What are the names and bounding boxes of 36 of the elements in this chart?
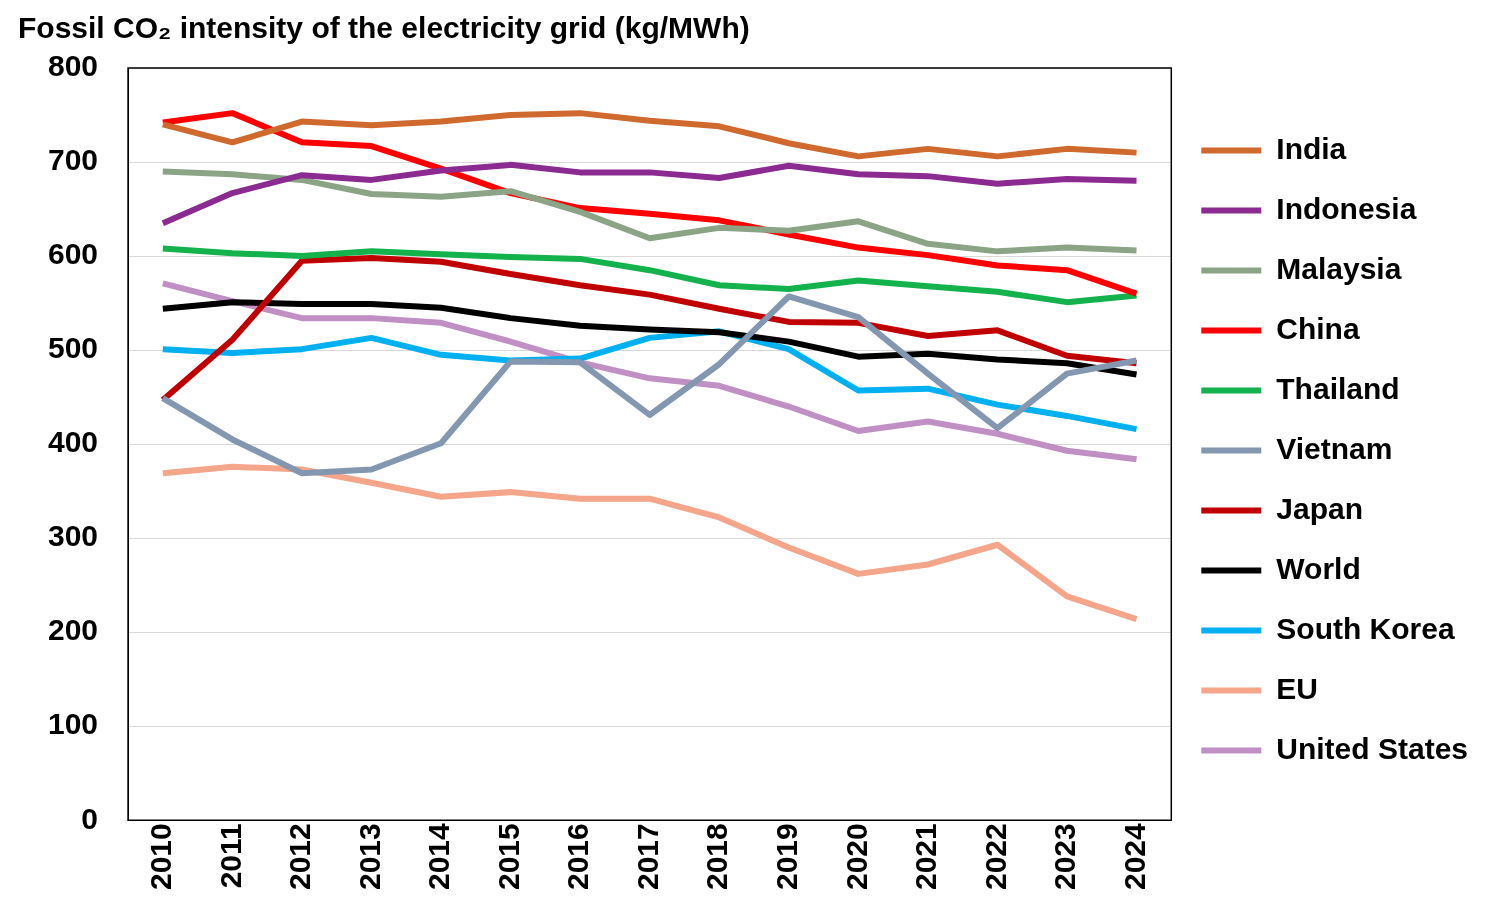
x-tick-label: 2015 [491,823,525,891]
x-tick-label: 2014 [422,822,456,891]
x-tick-label: 2021 [909,823,943,891]
legend-label: Japan [1276,491,1364,525]
x-tick-label: 2023 [1048,823,1082,891]
x-tick-label: 2024 [1117,822,1151,891]
legend-label: Indonesia [1276,191,1417,225]
legend-label: South Korea [1276,611,1455,645]
x-tick-label: 2019 [770,823,804,891]
y-tick-label: 100 [47,707,99,741]
legend-label: EU [1276,671,1318,705]
x-tick-label: 2020 [839,823,873,891]
y-tick-label: 600 [47,237,99,271]
x-tick-label: 2012 [283,823,317,891]
legend-label: Malaysia [1276,251,1402,285]
chart-title: Fossil CO₂ intensity of the electricity grid (kg/MWh) [18,11,750,45]
legend-label: India [1276,131,1347,165]
legend-label: World [1276,551,1361,585]
x-tick-label: 2010 [144,823,178,891]
x-tick-label: 2013 [352,823,386,891]
y-tick-label: 0 [81,801,99,835]
legend-label: China [1276,311,1360,345]
y-tick-label: 400 [47,425,99,459]
legend-label: Vietnam [1276,431,1393,465]
x-tick-label: 2018 [700,823,734,891]
x-tick-label: 2017 [630,823,664,891]
y-tick-label: 300 [47,519,99,553]
x-tick-label: 2016 [561,823,595,891]
y-tick-label: 500 [47,331,99,365]
y-tick-label: 800 [47,49,99,83]
legend-label: Thailand [1276,371,1400,405]
x-tick-label: 2011 [213,823,247,889]
y-tick-label: 700 [47,143,99,177]
x-tick-label: 2022 [978,823,1012,891]
y-tick-label: 200 [47,613,99,647]
legend-label: United States [1276,731,1469,765]
